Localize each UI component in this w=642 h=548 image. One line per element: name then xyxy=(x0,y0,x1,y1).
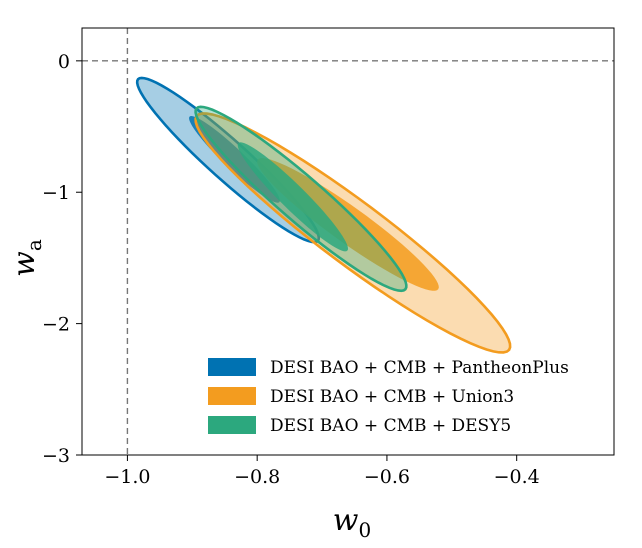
y-tick-label: −1 xyxy=(42,182,70,204)
y-tick-label: 0 xyxy=(58,51,70,73)
x-tick-label: −0.6 xyxy=(364,466,410,488)
tick-marks: −1.0 −0.8 −0.6 −0.4 0 −1 −2 −3 xyxy=(42,51,540,488)
legend-label-desy5: DESI BAO + CMB + DESY5 xyxy=(270,416,511,436)
contour-desy5-2sigma-outline xyxy=(194,105,408,293)
x-tick-label: −0.4 xyxy=(494,466,540,488)
contour-desy5 xyxy=(194,105,408,293)
legend-swatch-pantheonplus xyxy=(208,358,256,376)
y-tick-label: −3 xyxy=(42,445,70,467)
y-tick-label: −2 xyxy=(42,314,70,336)
contour-layer xyxy=(135,76,512,354)
reference-lines xyxy=(82,28,614,455)
x-tick-label: −0.8 xyxy=(234,466,280,488)
x-tick-label: −1.0 xyxy=(104,466,150,488)
legend-swatch-desy5 xyxy=(208,416,256,434)
contour-pantheonplus-1sigma xyxy=(189,116,280,203)
legend-swatch-union3 xyxy=(208,387,256,405)
x-axis-label: w0 xyxy=(333,503,371,542)
legend: DESI BAO + CMB + PantheonPlus DESI BAO + … xyxy=(208,358,569,436)
contour-desy5-1sigma xyxy=(237,142,348,252)
legend-label-pantheonplus: DESI BAO + CMB + PantheonPlus xyxy=(270,358,569,378)
y-axis-label: wa xyxy=(7,239,46,277)
plot-frame xyxy=(81,27,615,456)
legend-label-union3: DESI BAO + CMB + Union3 xyxy=(270,387,514,407)
